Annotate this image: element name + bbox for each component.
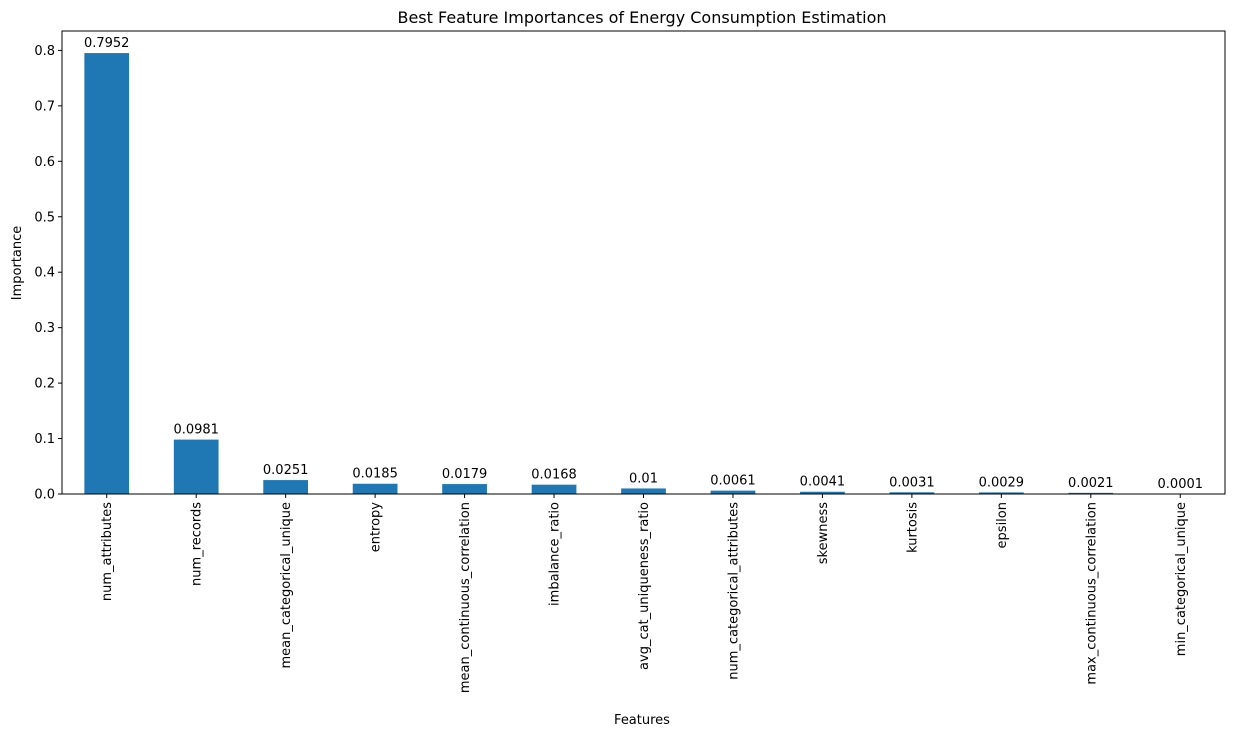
data-label: 0.0168 <box>531 468 577 483</box>
data-label: 0.0061 <box>710 474 756 489</box>
data-label: 0.0021 <box>1068 476 1114 491</box>
y-tick-label: 0.3 <box>34 321 55 336</box>
x-tick-label: mean_continuous_correlation <box>458 502 473 693</box>
bar <box>710 490 756 494</box>
y-tick-label: 0.7 <box>34 99 55 114</box>
chart-title: Best Feature Importances of Energy Consu… <box>397 8 886 27</box>
y-tick-label: 0.1 <box>34 432 55 447</box>
data-label: 0.0001 <box>1158 477 1204 492</box>
x-tick-label: num_attributes <box>100 502 115 601</box>
bar <box>352 483 398 494</box>
data-label: 0.01 <box>629 471 658 486</box>
data-label: 0.0041 <box>800 475 846 490</box>
x-tick-label: imbalance_ratio <box>548 502 563 606</box>
bar <box>531 484 577 494</box>
y-tick-label: 0.0 <box>34 488 55 503</box>
data-label: 0.0031 <box>889 475 935 490</box>
bar <box>84 53 130 495</box>
bar <box>263 480 309 494</box>
data-label: 0.0981 <box>173 423 219 438</box>
bar <box>1068 492 1114 494</box>
x-tick-label: skewness <box>816 502 831 564</box>
data-label: 0.0185 <box>352 467 398 482</box>
x-axis-label: Features <box>614 713 670 728</box>
x-tick-label: avg_cat_uniqueness_ratio <box>637 502 652 670</box>
x-tick-label: entropy <box>369 502 384 553</box>
plot-area: 0.0 0.1 0.2 0.3 0.4 0.5 0.6 0.7 0.8 0.7952 num_att… <box>34 36 1203 693</box>
bar <box>889 492 935 494</box>
y-tick-label: 0.4 <box>34 266 55 281</box>
y-tick-label: 0.8 <box>34 44 55 59</box>
data-label: 0.0029 <box>979 475 1025 490</box>
axes-frame <box>61 30 1226 495</box>
y-tick-label: 0.2 <box>34 377 55 392</box>
x-tick-label: mean_categorical_unique <box>279 502 294 669</box>
x-tick-label: num_categorical_attributes <box>726 502 741 680</box>
y-tick-label: 0.6 <box>34 155 55 170</box>
bar <box>978 492 1024 494</box>
bar <box>173 439 219 494</box>
y-tick-label: 0.5 <box>34 210 55 225</box>
bar <box>800 491 845 494</box>
data-label: 0.0251 <box>263 463 309 478</box>
bar <box>442 484 487 494</box>
data-label: 0.7952 <box>84 36 130 51</box>
x-tick-label: kurtosis <box>905 502 920 553</box>
x-tick-label: min_categorical_unique <box>1174 502 1189 656</box>
x-tick-label: epsilon <box>995 502 1010 548</box>
y-axis-label: Importance <box>10 226 25 301</box>
x-tick-label: num_records <box>190 502 205 586</box>
x-tick-label: max_continuous_correlation <box>1084 502 1099 685</box>
bar <box>621 488 666 494</box>
data-label: 0.0179 <box>442 467 488 482</box>
